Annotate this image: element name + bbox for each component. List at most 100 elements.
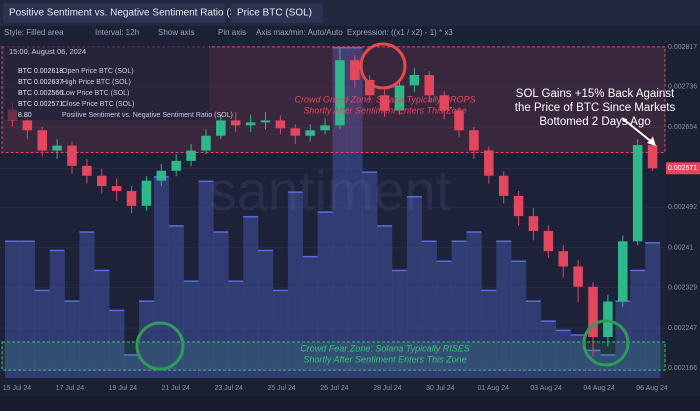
sentiment-step [481,290,497,378]
sentiment-step [109,310,125,378]
zone-label: Crowd Fear Zone: Solana Typically RISES [300,343,469,353]
candle-body [22,120,33,131]
sentiment-step [645,242,661,378]
toolbar: Style: Filled area Interval: 12h Show axis… [4,28,453,37]
zone-label: Shortly After Sentiment Enters This Zone [303,105,466,115]
candle-body [469,130,479,151]
sentiment-step [377,225,393,378]
sentiment-step [347,47,363,378]
candle-body [528,216,539,231]
candle-body [305,130,315,136]
sentiment-step [5,241,21,378]
sentiment-step [540,321,557,378]
readout-value: BTC 0.002571 [18,101,63,108]
toolbar-item: Style: Filled area [4,28,64,37]
candle-body [245,122,256,126]
readout-name: Close Price BTC (SOL) [62,101,134,108]
x-tick-label: 01 Aug 24 [477,385,509,392]
candle-body [439,95,449,111]
tab[interactable] [3,3,225,23]
y-tick-label: 0.002817 [668,44,697,51]
sentiment-step [94,270,110,378]
x-tick-label: 19 Jul 24 [109,385,138,392]
toolbar-item: Expression: ((x1 / x2) - 1) * x3 [347,28,453,37]
candle-body [409,75,420,86]
sentiment-step [511,261,527,378]
candle-body [588,286,598,338]
sentiment-step [19,241,36,378]
readout-value: BTC 0.002637 [18,79,63,86]
sentiment-step [258,250,274,378]
candle-body [424,75,435,96]
x-tick-label: 30 Jul 24 [426,385,455,392]
annotation: Bottomed 2 Days Ago [539,116,650,128]
sentiment-step [600,354,616,378]
candle-body [82,165,92,176]
x-tick-label: 04 Aug 24 [583,385,615,392]
sentiment-step [228,281,244,378]
x-tick-label: 23 Jul 24 [214,385,243,392]
candle-body [379,95,390,111]
sentiment-step [451,241,467,378]
candle-body [290,128,301,136]
sentiment-step [421,241,438,378]
y-tick-label: 0.002571 [668,165,697,172]
readout-name: Low Price BTC (SOL) [62,90,129,97]
candle-body [513,195,524,217]
toolbar-item: Pin axis [218,28,246,37]
candle-body [558,251,569,267]
highlight-circle [359,42,407,90]
sentiment-step [362,172,378,378]
zone-label: Shortly After Sentiment Enters This Zone [303,354,466,364]
y-tick-label: 0.002166 [668,365,697,372]
readout-name: High Price BTC (SOL) [62,79,131,86]
candle-body [632,145,643,242]
sentiment-step [496,241,512,378]
candle-body [543,230,554,252]
tab-label[interactable]: Price BTC (SOL) [237,8,312,19]
x-tick-label: 15 Jul 24 [3,385,32,392]
x-tick-label: 03 Aug 24 [530,385,562,392]
readout-value: 8.80 [18,112,32,119]
annotation-arrow [621,117,654,144]
navigator [0,396,700,411]
annotation: the Price of BTC Since Markets [515,102,676,114]
annotation: SOL Gains +15% Back Against [516,88,675,100]
sentiment-step [198,181,214,378]
x-tick-label: 06 Aug 24 [636,385,668,392]
y-tick-label: 0.00241 [668,245,693,252]
sentiment-step [272,290,289,378]
tab-label[interactable]: Positive Sentiment vs. Negative Sentimen… [9,8,253,19]
toolbar-item: Axis max/min: Auto/Auto [256,28,343,37]
y-tick-label: 0.002492 [668,204,697,211]
sentiment-step [526,301,542,378]
sentiment-step [317,212,333,378]
candle-body [618,241,628,302]
candle-body [260,120,271,123]
sentiment-step [138,301,155,378]
candle-body [647,145,658,169]
sentiment-step [287,192,304,378]
zone-label: Crowd Greed Zone: Solana Typically DROPS [295,94,476,104]
candle-body [96,175,107,187]
candle-body [275,120,286,129]
sentiment-step [168,225,184,378]
sentiment-step [49,250,65,378]
candle-body [67,145,77,166]
sentiment-step [153,176,170,378]
sentiment-step [630,270,646,378]
tab[interactable] [231,3,323,23]
sentiment-step [406,196,423,378]
sentiment-step [392,270,408,378]
readout-name: Positive Sentiment vs. Negative Sentimen… [62,112,233,119]
sentiment-step [34,290,50,378]
y-tick-label: 0.002247 [668,325,697,332]
candle-body [216,120,226,136]
readout-name: Open Price BTC (SOL) [62,68,134,75]
toolbar-item: Interval: 12h [95,28,139,37]
sentiment-step [332,47,348,378]
x-tick-label: 26 Jul 24 [320,385,349,392]
candle-body [573,266,583,287]
candle-body [364,79,375,96]
